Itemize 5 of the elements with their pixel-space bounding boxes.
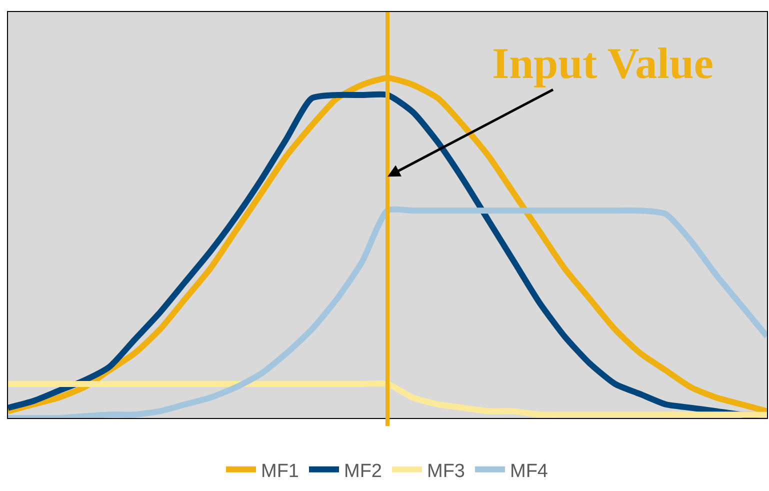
legend-label: MF2: [344, 460, 382, 482]
legend-label: MF4: [510, 460, 548, 482]
legend-label: MF3: [427, 460, 465, 482]
annotation: Input Value: [492, 39, 714, 88]
legend-label: MF1: [261, 460, 299, 482]
